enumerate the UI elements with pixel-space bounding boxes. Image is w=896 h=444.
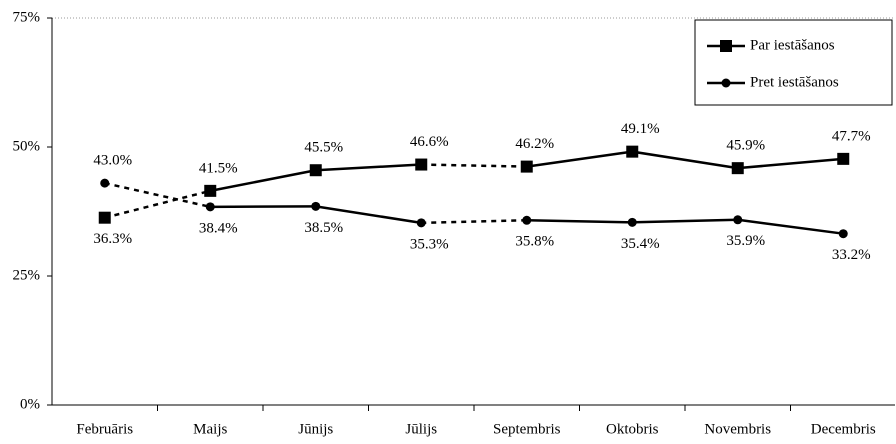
marker [626, 145, 639, 158]
data-label: 35.3% [410, 236, 449, 252]
y-tick-label: 0% [20, 396, 40, 412]
marker [522, 215, 532, 225]
line-segment [315, 205, 422, 225]
data-label: 43.0% [93, 153, 132, 169]
x-tick-label: Jūnijs [298, 421, 333, 437]
legend-marker [720, 40, 732, 52]
data-label: 38.5% [304, 220, 343, 236]
data-label: 35.8% [515, 234, 554, 250]
data-label: 38.4% [199, 220, 238, 236]
data-label: 46.2% [515, 136, 554, 152]
marker [98, 211, 111, 224]
marker [733, 215, 743, 225]
y-tick-label: 75% [13, 9, 41, 25]
x-tick-label: Septembris [493, 421, 561, 437]
marker [311, 201, 321, 211]
marker [520, 160, 533, 173]
x-tick-label: Decembris [811, 421, 876, 437]
data-label: 47.7% [832, 128, 871, 144]
marker [415, 158, 428, 171]
data-label: 35.9% [726, 233, 765, 249]
x-tick-label: Maijs [193, 421, 227, 437]
x-tick-label: Februāris [76, 421, 133, 437]
line-segment [632, 150, 738, 170]
legend-box [694, 19, 893, 106]
line-segment [421, 219, 527, 225]
line-segment [315, 163, 422, 172]
x-tick-label: Jūlijs [405, 421, 437, 437]
marker [309, 164, 322, 177]
data-label: 46.6% [410, 134, 449, 150]
y-tick-label: 50% [13, 138, 41, 154]
data-label: 45.9% [726, 138, 765, 154]
marker [204, 184, 217, 197]
data-label: 35.4% [621, 236, 660, 252]
line-segment [210, 205, 316, 209]
marker [627, 217, 637, 227]
data-label: 36.3% [93, 231, 132, 247]
data-label: 33.2% [832, 247, 871, 263]
line-segment [210, 168, 316, 193]
legend-label: Pret iestāšanos [750, 74, 839, 90]
line-segment [104, 189, 211, 219]
line-segment [737, 157, 844, 170]
y-tick-label: 25% [13, 267, 41, 283]
line-segment [737, 218, 844, 235]
marker [731, 162, 744, 175]
marker [837, 152, 850, 165]
data-label: 49.1% [621, 121, 660, 137]
data-label: 45.5% [304, 140, 343, 156]
data-label: 41.5% [199, 160, 238, 176]
line-segment [526, 219, 633, 224]
x-tick-label: Oktobris [606, 421, 659, 437]
marker [100, 178, 110, 188]
line-segment [421, 163, 527, 168]
line-segment [526, 150, 633, 168]
x-tick-label: Novembris [704, 421, 771, 437]
marker [416, 218, 426, 228]
legend-marker [721, 78, 731, 88]
line-segment [104, 181, 211, 209]
marker [838, 229, 848, 239]
marker [205, 202, 215, 212]
legend-label: Par iestāšanos [750, 37, 835, 53]
line-segment [632, 218, 738, 224]
